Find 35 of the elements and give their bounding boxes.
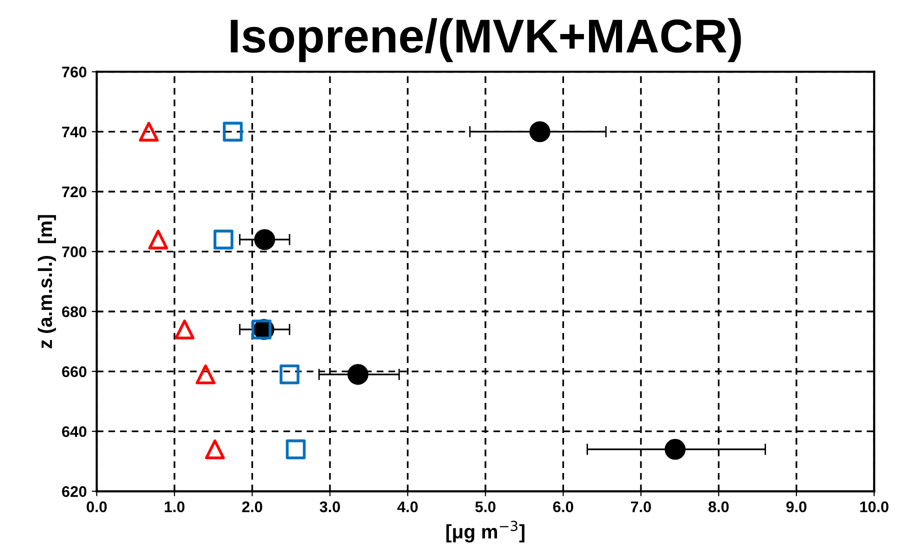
y-tick-label: 660 [62,366,86,378]
point [138,122,159,142]
x-tick-label: 1.0 [164,501,184,512]
chart-title: Isoprene/(MVK+MACR) [230,18,741,62]
point [664,438,686,460]
x-tick-label: 9.0 [786,501,806,512]
y-tick-label: 760 [62,66,86,78]
x-tick-label: 4.0 [397,501,418,512]
point [529,121,550,142]
y-tick-label: 700 [62,246,86,258]
point [148,230,168,250]
y-axis-title: z (a.m.s.l.) [m] [38,215,56,348]
point [174,320,194,340]
point [222,122,243,142]
y-tick-label: 720 [62,186,86,198]
x-tick-label: 2.0 [242,501,262,512]
x-tick-label: 6.0 [553,501,574,512]
point [286,439,306,460]
y-tick-label: 680 [62,306,86,318]
point [280,364,300,384]
point [205,439,225,460]
x-tick-label: 7.0 [630,501,651,512]
y-tick-label: 640 [62,426,86,438]
x-tick-label: 3.0 [320,501,340,512]
point [196,364,216,384]
x-tick-label: 8.0 [708,501,729,512]
point [348,364,368,385]
point [254,229,276,250]
point [214,230,234,250]
x-tick-label: 5.0 [475,501,496,512]
x-axis-title: [μg m$^{−3}$] [446,520,524,542]
x-tick-label: 0.0 [86,501,107,512]
x-tick-label: 10.0 [860,501,888,512]
y-tick-label: 620 [62,486,86,497]
y-tick-label: 740 [62,126,86,138]
